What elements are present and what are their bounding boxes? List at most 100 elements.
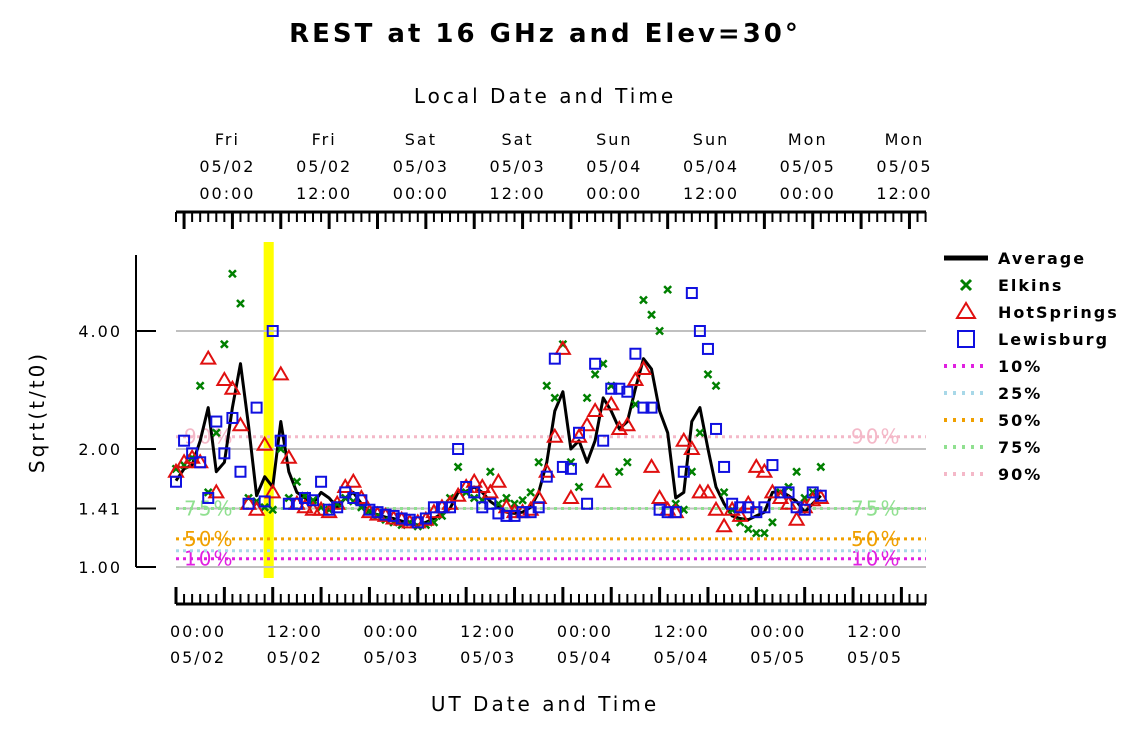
axes: 1.00 1.41 2.00 4.00 00:00 05/02 12:00 05/02 00:0… — [78, 130, 932, 667]
lewisburg-point — [258, 495, 271, 508]
hotsprings-point — [634, 360, 653, 375]
bottom-tick-date-0: 05/02 — [170, 648, 226, 667]
lewisburg-point — [194, 456, 207, 469]
bottom-tick-date-5: 05/04 — [654, 648, 710, 667]
hotsprings-point — [787, 510, 806, 526]
lewisburg-point — [516, 506, 529, 519]
bottom-tick-time-5: 12:00 — [654, 622, 710, 641]
elkins-point — [743, 524, 753, 534]
lewisburg-point — [371, 506, 384, 519]
hotsprings-point — [489, 472, 508, 488]
lewisburg-point — [403, 513, 416, 526]
lewisburg-point — [266, 325, 279, 337]
percentile-label-right-3: 75% — [851, 497, 901, 521]
lewisburg-point — [669, 506, 682, 519]
lewisburg-point — [774, 486, 787, 499]
lewisburg-point — [540, 470, 553, 483]
lewisburg-point — [202, 491, 215, 504]
elkins-point — [534, 457, 544, 467]
top-tick-date-7: 05/05 — [876, 157, 932, 176]
lewisburg-point — [226, 411, 239, 424]
hotsprings-point — [562, 488, 580, 504]
lewisburg-point — [419, 512, 432, 525]
lewisburg-point — [307, 494, 320, 507]
hotsprings-point — [570, 427, 588, 443]
elkins-point — [663, 285, 673, 295]
lewisburg-point — [186, 447, 199, 460]
top-tick-day-3: Sat — [501, 130, 533, 149]
lewisburg-point — [484, 497, 497, 510]
lewisburg-point — [282, 497, 295, 510]
hotsprings-point — [231, 416, 250, 432]
lewisburg-point — [242, 497, 255, 510]
lewisburg-point — [331, 501, 344, 514]
percentile-label-left-3: 75% — [184, 497, 234, 521]
elkins-point — [768, 517, 777, 527]
elkins-point — [453, 462, 463, 472]
elkins-point — [614, 467, 624, 477]
hotsprings-point — [255, 435, 274, 451]
hotsprings-point — [207, 483, 226, 499]
legend-entry-1: Elkins — [959, 276, 1063, 295]
lewisburg-point — [790, 501, 803, 514]
bottom-tick-time-0: 00:00 — [170, 622, 226, 641]
top-tick-time-4: 00:00 — [586, 184, 642, 203]
top-tick-day-4: Sun — [596, 130, 632, 149]
hotsprings-point — [473, 478, 492, 493]
top-tick-date-1: 05/02 — [296, 157, 352, 176]
hotsprings-point — [642, 457, 661, 473]
top-tick-day-2: Sat — [405, 130, 437, 149]
hotsprings-point — [586, 402, 604, 418]
lewisburg-point — [476, 501, 489, 514]
legend-label-1: Elkins — [998, 276, 1063, 295]
top-tick-day-5: Sun — [693, 130, 729, 149]
lewisburg-point — [814, 489, 827, 502]
series-lewisburg — [170, 287, 827, 529]
legend-label-2: HotSprings — [998, 303, 1119, 322]
lewisburg-point — [452, 443, 465, 455]
hotsprings-point — [618, 416, 637, 432]
lewisburg-point — [532, 501, 545, 514]
elkins-point — [639, 295, 648, 305]
top-tick-time-7: 12:00 — [876, 184, 932, 203]
hotsprings-point — [199, 349, 217, 365]
lewisburg-point — [323, 503, 336, 516]
bottom-tick-date-7: 05/05 — [847, 648, 903, 667]
legend-entry-3: Lewisburg — [957, 330, 1107, 349]
series-line-average — [174, 357, 822, 527]
lewisburg-point — [468, 486, 481, 499]
legend-x-swatch — [959, 278, 973, 292]
y-tick-label-3: 4.00 — [78, 322, 122, 341]
lewisburg-point — [234, 465, 247, 478]
top-tick-time-1: 12:00 — [296, 184, 352, 203]
elkins-point — [695, 428, 705, 438]
hotsprings-point — [272, 365, 290, 381]
lewisburg-point — [613, 382, 626, 395]
lewisburg-point — [653, 503, 666, 516]
hotsprings-point — [675, 431, 693, 447]
lewisburg-point — [218, 447, 231, 460]
bottom-tick-date-3: 05/03 — [460, 648, 516, 667]
elkins-point — [647, 310, 656, 320]
elkins-point — [703, 370, 713, 379]
legend-triangle-swatch — [955, 301, 977, 319]
lewisburg-point — [363, 503, 376, 516]
elkins-point — [751, 528, 761, 538]
elkins-point — [574, 482, 584, 492]
top-tick-date-4: 05/04 — [586, 157, 642, 176]
hotsprings-point — [497, 498, 516, 514]
elkins-point — [582, 393, 592, 403]
lewisburg-point — [564, 462, 577, 475]
hotsprings-point — [529, 488, 548, 504]
bottom-tick-time-7: 12:00 — [847, 622, 903, 641]
top-axis-label: Local Date and Time — [414, 84, 676, 108]
elkins-point — [590, 370, 600, 379]
lewisburg-point — [701, 342, 714, 355]
lewisburg-point — [492, 507, 505, 520]
elkins-point — [518, 495, 527, 505]
hotsprings-point — [715, 517, 733, 533]
elkins-point — [711, 381, 721, 391]
legend-label-6: 50% — [998, 411, 1042, 430]
y-tick-label-0: 1.00 — [78, 558, 122, 577]
highlight-rect — [263, 242, 274, 578]
